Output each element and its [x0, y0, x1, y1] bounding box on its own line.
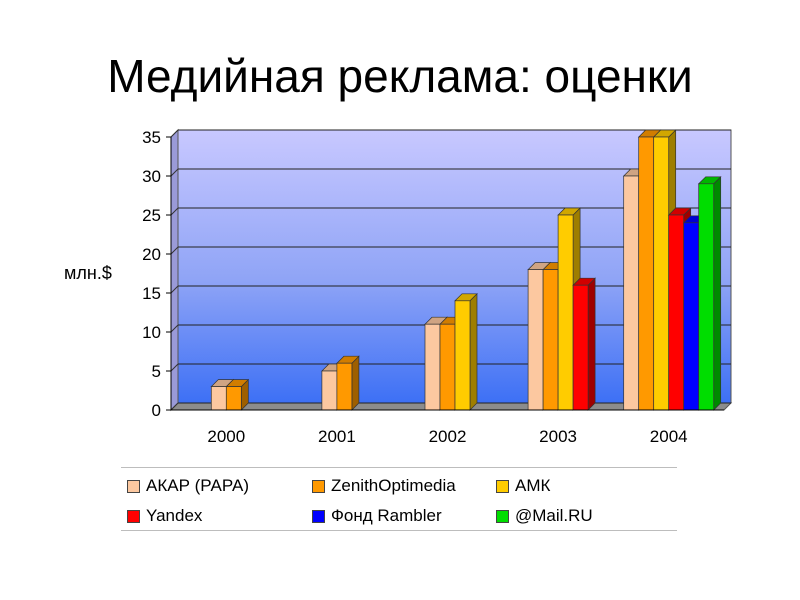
y-tick-label: 10 — [142, 323, 161, 342]
legend-label: АМК — [515, 476, 551, 495]
bar — [336, 362, 353, 411]
gridline-depth — [170, 168, 179, 177]
y-tick-label: 5 — [152, 362, 161, 381]
y-tick-label: 35 — [142, 128, 161, 147]
gridline-depth — [170, 285, 179, 294]
legend-item: Фонд Rambler — [312, 505, 442, 527]
gridline-depth — [170, 129, 179, 138]
y-tick-label: 30 — [142, 167, 161, 186]
gridline-depth — [170, 402, 179, 411]
bar — [321, 370, 338, 411]
slide-title: Медийная реклама: оценки — [107, 50, 693, 102]
bar — [424, 323, 441, 411]
legend-swatch — [127, 479, 140, 493]
legend-item: АКАР (РАРА) — [127, 475, 249, 497]
legend-swatch — [312, 479, 325, 493]
bar — [638, 136, 655, 411]
x-tick-label: 2000 — [207, 427, 245, 446]
bar — [225, 386, 242, 411]
gridline-depth — [170, 207, 179, 216]
bar — [698, 183, 715, 411]
legend-item: АМК — [496, 475, 550, 497]
bars — [210, 129, 722, 411]
y-tick-label: 25 — [142, 206, 161, 225]
bar — [683, 222, 700, 411]
legend-item: @Mail.RU — [496, 505, 593, 527]
legend-swatch — [127, 509, 140, 523]
legend-swatch — [496, 479, 509, 493]
x-tick-label: 2003 — [539, 427, 577, 446]
chart-legend: АКАР (РАРА) ZenithOptimedia АМК Yandex Ф… — [121, 467, 677, 531]
bar — [527, 269, 544, 411]
legend-label: Фонд Rambler — [331, 506, 442, 525]
x-tick-label: 2001 — [318, 427, 356, 446]
legend-label: @Mail.RU — [515, 506, 593, 525]
bar-side — [351, 355, 360, 411]
legend-label: ZenithOptimedia — [331, 476, 456, 495]
y-tick-label: 20 — [142, 245, 161, 264]
bar — [542, 269, 559, 411]
bar-side — [713, 175, 722, 411]
legend-item: Yandex — [127, 505, 202, 527]
legend-label: Yandex — [146, 506, 203, 525]
x-tick-label: 2002 — [429, 427, 467, 446]
gridline-depth — [170, 246, 179, 255]
bar — [439, 323, 456, 411]
axes: 0 5 10 15 20 25 30 35 2000 2001 2002 2003 2004 — [142, 128, 724, 446]
bar — [653, 136, 670, 411]
legend-label: АКАР (РАРА) — [146, 476, 250, 495]
bar — [210, 386, 227, 411]
bar — [572, 284, 589, 411]
bar-side — [469, 292, 478, 411]
y-axis-label: млн.$ — [64, 263, 112, 283]
y-tick-label: 15 — [142, 284, 161, 303]
bar — [668, 214, 685, 411]
bar — [623, 175, 640, 411]
gridline-depth — [170, 363, 179, 372]
bar — [557, 214, 574, 411]
bar-side — [587, 277, 596, 411]
bar — [454, 300, 471, 411]
x-tick-label: 2004 — [650, 427, 688, 446]
gridline-depth — [170, 324, 179, 333]
y-tick-label: 0 — [152, 401, 161, 420]
legend-swatch — [496, 509, 509, 523]
legend-swatch — [312, 509, 325, 523]
legend-item: ZenithOptimedia — [312, 475, 456, 497]
